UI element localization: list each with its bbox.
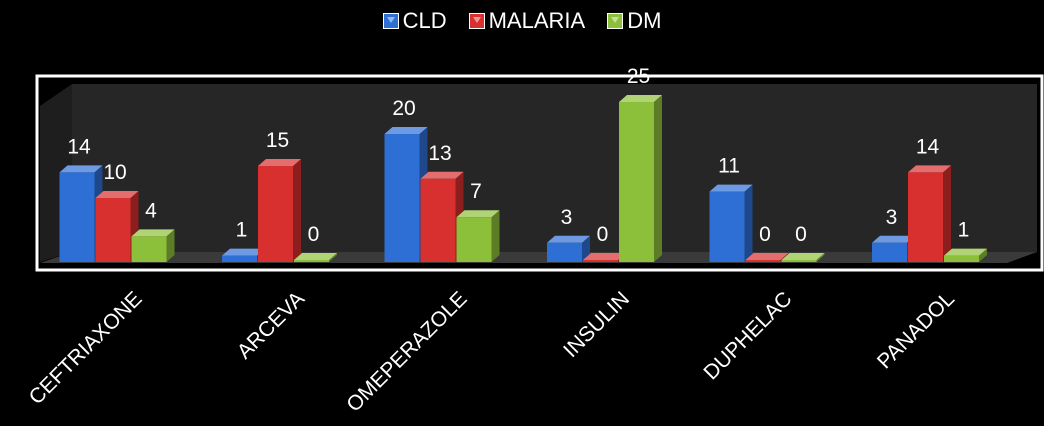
bar-dm-ceftriaxone: [131, 229, 175, 262]
plot-area: [35, 74, 1044, 272]
bar-dm-insulin: [619, 95, 662, 262]
data-label-cld-arceva: 1: [236, 219, 248, 242]
x-tick-label-insulin: INSULIN: [559, 287, 634, 362]
x-tick-label-duphelac: DUPHELAC: [699, 287, 796, 384]
legend-item-dm: DM: [607, 8, 661, 34]
data-label-dm-duphelac: 0: [795, 223, 807, 246]
bar-dm-omeperazole: [456, 210, 500, 262]
bar-malaria-panadol: [908, 165, 951, 262]
data-label-cld-duphelac: 11: [718, 155, 740, 178]
bar-dm-duphelac: [781, 253, 825, 262]
legend-item-cld: CLD: [382, 8, 447, 34]
data-label-cld-omeperazole: 20: [392, 97, 415, 120]
legend-swatch-cld: [382, 13, 399, 29]
data-label-malaria-omeperazole: 13: [428, 142, 451, 165]
legend-label-malaria: MALARIA: [488, 8, 586, 33]
legend: CLD MALARIA DM: [0, 8, 1044, 34]
x-tick-label-ceftriaxone: CEFTRIAXONE: [25, 287, 147, 409]
bars-layer: [59, 95, 987, 262]
data-label-dm-omeperazole: 7: [470, 180, 482, 203]
bar-malaria-arceva: [258, 159, 301, 262]
x-tick-label-omeperazole: OMEPERAZOLE: [342, 287, 471, 416]
bar-dm-panadol: [944, 248, 987, 262]
data-label-dm-arceva: 0: [308, 223, 320, 246]
legend-swatch-malaria: [468, 13, 485, 29]
data-label-malaria-arceva: 15: [266, 129, 289, 152]
data-label-cld-panadol: 3: [886, 206, 898, 229]
legend-label-cld: CLD: [402, 8, 447, 33]
x-tick-label-panadol: PANADOL: [873, 287, 959, 373]
bar-cld-duphelac: [709, 184, 753, 262]
data-label-cld-insulin: 3: [561, 206, 573, 229]
back-wall: [72, 84, 1037, 252]
legend-swatch-dm: [607, 13, 624, 29]
bar-malaria-ceftriaxone: [95, 191, 139, 262]
x-tick-labels: CEFTRIAXONE ARCEVA OMEPERAZOLE INSULIN DUPHE…: [25, 287, 959, 416]
data-label-dm-insulin: 25: [627, 65, 650, 88]
bar-dm-arceva: [294, 253, 337, 262]
data-labels-layer: 14 10 4 1 15 0 20 13 7 3 0 25 11 0 0 3 14 1: [67, 65, 969, 246]
data-label-cld-ceftriaxone: 14: [67, 135, 91, 158]
bar-cld-insulin: [547, 235, 590, 262]
legend-label-dm: DM: [627, 8, 662, 33]
data-label-malaria-ceftriaxone: 10: [103, 161, 126, 184]
data-label-malaria-insulin: 0: [597, 223, 609, 246]
x-tick-label-arceva: ARCEVA: [233, 287, 309, 363]
data-label-malaria-duphelac: 0: [759, 223, 771, 246]
data-label-malaria-panadol: 14: [916, 135, 940, 158]
legend-item-malaria: MALARIA: [468, 8, 586, 34]
data-label-dm-panadol: 1: [958, 219, 970, 242]
data-label-dm-ceftriaxone: 4: [145, 199, 157, 222]
